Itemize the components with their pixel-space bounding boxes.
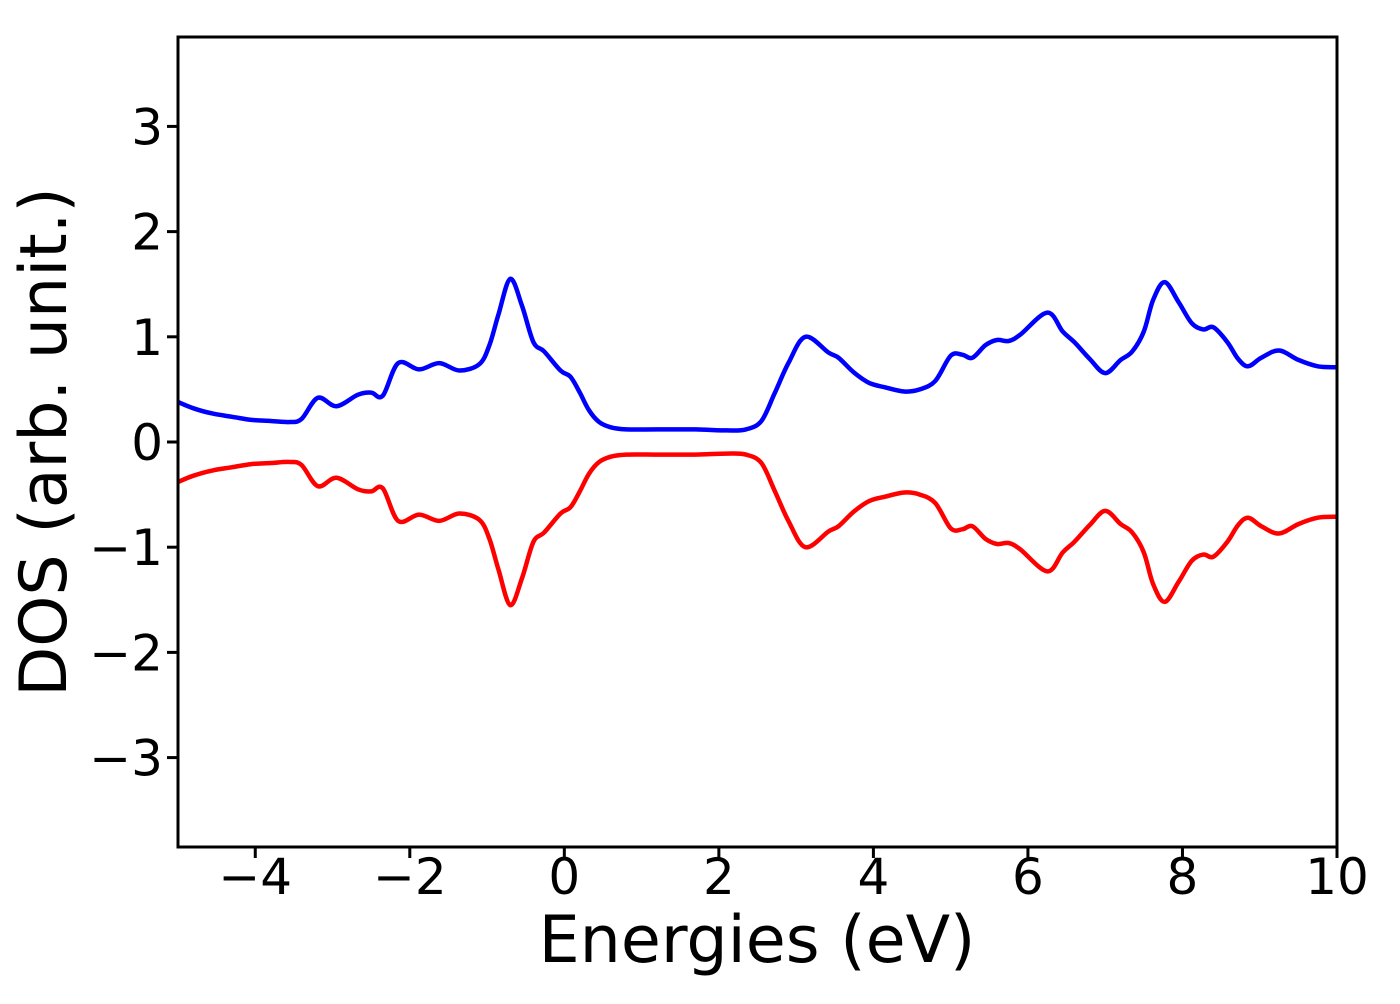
y-tick-label: 3	[131, 98, 163, 156]
x-tick-label: 0	[548, 848, 580, 906]
x-axis-label: Energies (eV)	[539, 903, 976, 978]
x-tick-label: 2	[703, 848, 735, 906]
dos-curve-spin-down	[178, 451, 1337, 608]
y-axis-label: DOS (arb. unit.)	[7, 187, 82, 697]
x-tick-label: 8	[1167, 848, 1199, 906]
y-tick-label: 2	[131, 204, 163, 262]
y-tick-label: 0	[131, 414, 163, 472]
y-tick-label: −2	[89, 624, 163, 682]
y-tick-label: −1	[89, 519, 163, 577]
dos-curve-spin-up	[178, 276, 1337, 433]
x-tick-label: 4	[857, 848, 889, 906]
x-tick-label: 10	[1305, 848, 1369, 906]
x-tick-label: −4	[218, 848, 292, 906]
y-tick-label: 1	[131, 309, 163, 367]
y-tick-label: −3	[89, 730, 163, 788]
x-tick-label: 6	[1012, 848, 1044, 906]
plot-area	[178, 37, 1337, 847]
x-tick-label: −2	[373, 848, 447, 906]
plot-frame	[176, 35, 1339, 849]
